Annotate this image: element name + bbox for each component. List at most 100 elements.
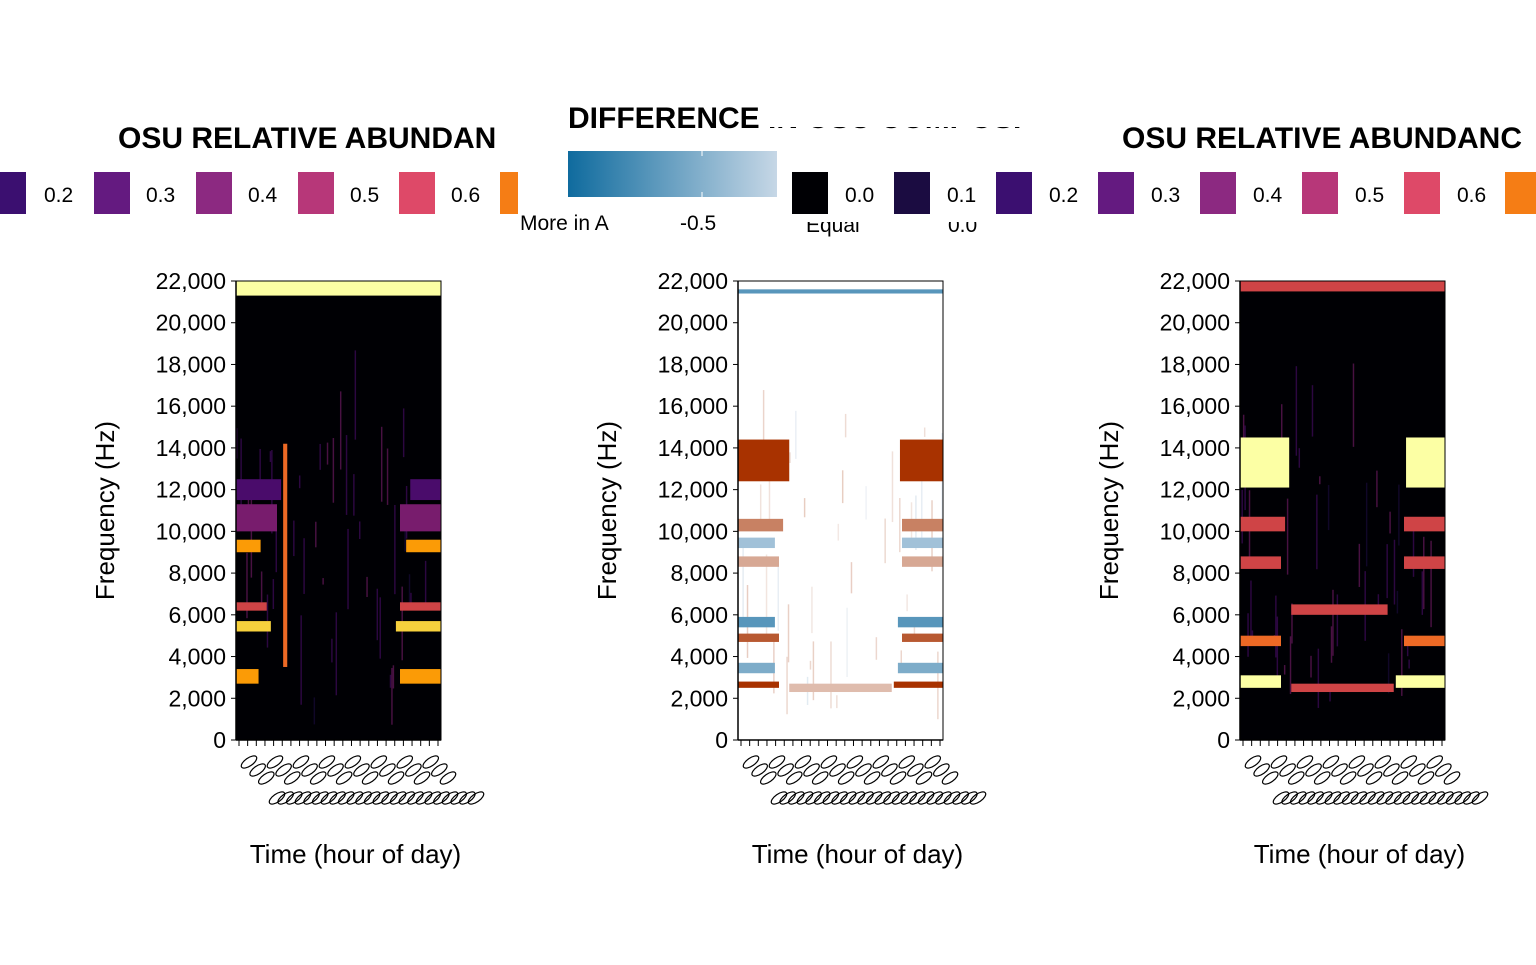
heatmap-band <box>236 504 277 532</box>
x-tick-mark <box>822 791 840 805</box>
heatmap-cell <box>1327 484 1330 531</box>
heatmap-cell <box>332 438 335 503</box>
heatmap-band <box>738 518 784 532</box>
heatmap-band <box>1406 437 1445 488</box>
x-tick-mark <box>1261 771 1279 785</box>
heatmap-cell <box>1358 543 1361 587</box>
y-tick-label: 14,000 <box>1160 435 1230 461</box>
heatmap-band <box>738 537 775 549</box>
heatmap-band <box>236 479 282 501</box>
x-tick-mark <box>751 763 768 777</box>
heatmap-cell <box>1319 476 1321 485</box>
heatmap-cell <box>246 552 248 619</box>
heatmap-band <box>283 443 288 667</box>
heatmap-band <box>1240 675 1281 688</box>
heatmap-band <box>400 602 441 611</box>
legend-swatch <box>399 172 435 214</box>
x-tick-mark <box>327 763 344 777</box>
heatmap-cell <box>315 521 317 548</box>
y-tick-label: 10,000 <box>658 518 728 544</box>
heatmap-band <box>897 662 943 674</box>
x-tick-mark <box>1289 791 1307 805</box>
y-tick-label: 18,000 <box>658 351 728 377</box>
y-tick-label: 0 <box>1217 727 1230 753</box>
x-tick-mark <box>407 791 424 805</box>
x-tick-mark <box>1383 763 1400 777</box>
y-tick-label: 10,000 <box>1160 518 1230 544</box>
x-tick-mark <box>943 791 961 805</box>
heatmap-band <box>893 681 943 688</box>
legend-label: 0.3 <box>146 184 175 207</box>
x-tick-mark <box>329 791 346 805</box>
x-tick-mark <box>266 755 284 769</box>
x-tick-mark <box>1281 791 1298 805</box>
legend-title-mask <box>770 100 1030 127</box>
panel-3: 0 2,000 4,000 6,000 8,000 10,000 12,000 14,000 1… <box>1094 268 1489 869</box>
x-tick-mark <box>848 791 866 805</box>
x-tick-mark <box>1374 755 1392 769</box>
y-tick-label: 14,000 <box>658 435 728 461</box>
x-axis-title: Time (hour of day) <box>250 839 461 869</box>
x-tick-mark <box>275 763 292 777</box>
heatmap-band <box>897 616 943 628</box>
y-axis-title: Frequency (Hz) <box>592 421 622 600</box>
x-tick-mark <box>900 791 918 805</box>
x-tick-mark <box>257 771 275 785</box>
x-tick-mark <box>759 771 777 785</box>
heatmap-cell <box>841 470 844 504</box>
x-tick-mark <box>881 763 898 777</box>
heatmap-cell <box>300 615 302 705</box>
x-tick-mark <box>1298 791 1316 805</box>
heatmap-cell <box>394 504 396 595</box>
legend-swatch <box>298 172 334 214</box>
heatmap-cell <box>837 523 840 541</box>
heatmap-cell <box>260 571 263 603</box>
x-tick-mark <box>1315 791 1333 805</box>
x-tick-mark <box>907 763 924 777</box>
heatmap-cell <box>298 475 301 489</box>
heatmap-cell <box>259 448 261 483</box>
x-tick-mark <box>926 791 944 805</box>
heatmap-band <box>1404 516 1445 532</box>
x-axis-title: Time (hour of day) <box>752 839 963 869</box>
legend-label: 0.2 <box>1049 184 1078 207</box>
y-tick-label: 18,000 <box>1160 351 1230 377</box>
x-tick-mark <box>398 791 416 805</box>
x-tick-mark <box>353 763 370 777</box>
heatmap-cell <box>410 592 412 607</box>
legend-swatch <box>94 172 130 214</box>
x-tick-mark <box>1307 791 1324 805</box>
panel-1: 0 2,000 4,000 6,000 8,000 10,000 12,000 14,000 1… <box>90 268 485 869</box>
legend-swatch <box>1505 172 1536 214</box>
x-tick-mark <box>1417 771 1435 785</box>
x-tick-mark <box>422 755 440 769</box>
y-tick-label: 8,000 <box>168 560 226 586</box>
legend-swatch <box>196 172 232 214</box>
heatmap-band <box>789 683 892 693</box>
legend-label: 0.6 <box>1457 184 1486 207</box>
heatmap-cell <box>1295 366 1298 456</box>
heatmap-cell <box>339 391 342 470</box>
heatmap-cell <box>1291 603 1293 644</box>
x-tick-mark <box>952 791 970 805</box>
heatmap-cell <box>759 484 762 527</box>
legend-label: -0.5 <box>680 212 716 235</box>
legend-swatch <box>1302 172 1338 214</box>
x-tick-mark <box>1428 791 1446 805</box>
x-tick-mark <box>1296 755 1314 769</box>
heatmap-cell <box>875 637 878 660</box>
heatmap-cell <box>240 438 242 508</box>
heatmap-band <box>1240 281 1445 292</box>
heatmap-cell <box>1396 590 1399 614</box>
x-tick-mark <box>1443 771 1461 785</box>
x-tick-mark <box>240 755 258 769</box>
x-tick-mark <box>372 791 390 805</box>
x-tick-mark <box>277 791 294 805</box>
heatmap-cell <box>844 413 847 438</box>
legend-label: More in A <box>520 212 609 235</box>
heatmap-cell <box>345 435 348 515</box>
heatmap-cell <box>1412 518 1415 577</box>
heatmap-cell <box>1250 580 1252 639</box>
x-tick-mark <box>320 791 338 805</box>
